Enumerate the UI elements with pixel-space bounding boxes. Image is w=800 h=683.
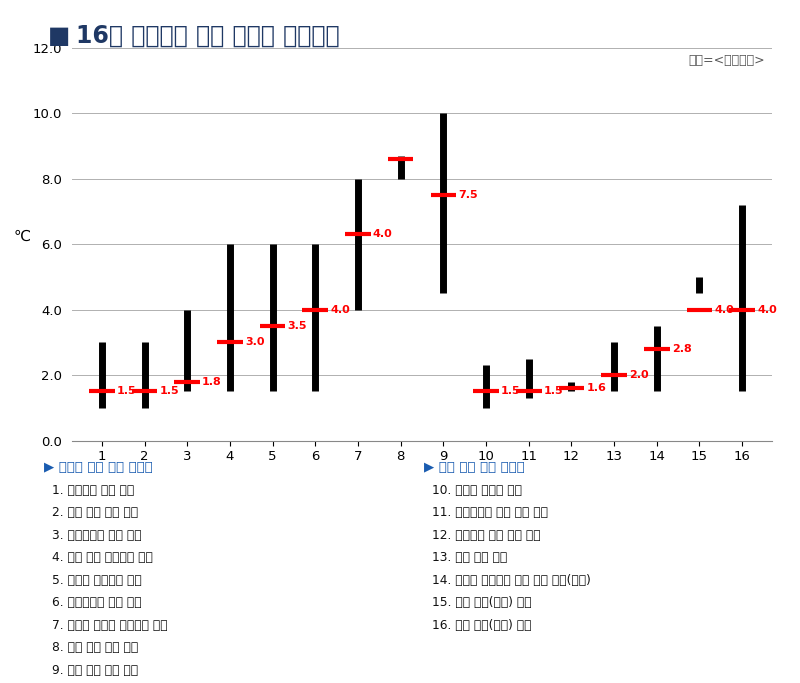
- Text: 1.5: 1.5: [117, 387, 137, 396]
- Text: 자료=<사이언스>: 자료=<사이언스>: [688, 54, 765, 67]
- Text: 7.5: 7.5: [458, 190, 478, 200]
- Text: 4.0: 4.0: [757, 305, 777, 315]
- Text: 4.0: 4.0: [373, 229, 393, 239]
- Y-axis label: ℃: ℃: [13, 229, 30, 245]
- Text: 2.8: 2.8: [672, 344, 691, 354]
- Text: 15. 북부 삼림(남부) 고사: 15. 북부 삼림(남부) 고사: [432, 596, 532, 609]
- Text: 1.8: 1.8: [202, 376, 222, 387]
- Text: ▶ 지역 영향 전환 요소들: ▶ 지역 영향 전환 요소들: [424, 461, 525, 474]
- Text: ▶ 전지구 핵심 전환 요소들: ▶ 전지구 핵심 전환 요소들: [44, 461, 153, 474]
- Text: 16. 북부 삼림(북부) 확장: 16. 북부 삼림(북부) 확장: [432, 619, 531, 632]
- Text: 16개 기후위기 티핑 포인트 임계온도: 16개 기후위기 티핑 포인트 임계온도: [76, 24, 340, 48]
- Text: 3.0: 3.0: [245, 337, 264, 348]
- Text: 4. 남극 동부 빙하분지 붕괴: 4. 남극 동부 빙하분지 붕괴: [52, 551, 153, 564]
- Text: 2.0: 2.0: [629, 370, 649, 380]
- Text: 9. 남극 동부 빙상 붕괴: 9. 남극 동부 빙상 붕괴: [52, 664, 138, 677]
- Text: 11. 영구동토층 북부 돌발 해동: 11. 영구동토층 북부 돌발 해동: [432, 506, 548, 519]
- Text: 2. 남극 서부 빙상 붕괴: 2. 남극 서부 빙상 붕괴: [52, 506, 138, 519]
- Text: ■: ■: [48, 24, 70, 48]
- Text: 1.5: 1.5: [501, 387, 521, 396]
- Text: 3. 래브라도해 대류 붕괴: 3. 래브라도해 대류 붕괴: [52, 529, 142, 542]
- Text: 5. 아마존 열대우림 고사: 5. 아마존 열대우림 고사: [52, 574, 142, 587]
- Text: 12. 바렌츠해 해빙 돌발 상실: 12. 바렌츠해 해빙 돌발 상실: [432, 529, 541, 542]
- Text: 1.5: 1.5: [159, 387, 179, 396]
- Text: 1.6: 1.6: [586, 383, 606, 393]
- Text: 7. 대서양 대규모 해양순환 붕괴: 7. 대서양 대규모 해양순환 붕괴: [52, 619, 168, 632]
- Text: 13. 산악 빙하 상실: 13. 산악 빙하 상실: [432, 551, 507, 564]
- Text: 4.0: 4.0: [714, 305, 734, 315]
- Text: 6. 영구동토층 북부 상실: 6. 영구동토층 북부 상실: [52, 596, 142, 609]
- Text: 8. 북극 겨울 해빙 상실: 8. 북극 겨울 해빙 상실: [52, 641, 138, 654]
- Text: 1. 그린란드 빙상 붕괴: 1. 그린란드 빙상 붕괴: [52, 484, 134, 497]
- Text: 10. 저위도 산호초 시멸: 10. 저위도 산호초 시멸: [432, 484, 522, 497]
- Text: 14. 사헬과 아프리카 서부 몬순 전환(녹화): 14. 사헬과 아프리카 서부 몬순 전환(녹화): [432, 574, 591, 587]
- Text: 3.5: 3.5: [287, 321, 307, 331]
- Text: 1.5: 1.5: [544, 387, 563, 396]
- Text: 4.0: 4.0: [330, 305, 350, 315]
